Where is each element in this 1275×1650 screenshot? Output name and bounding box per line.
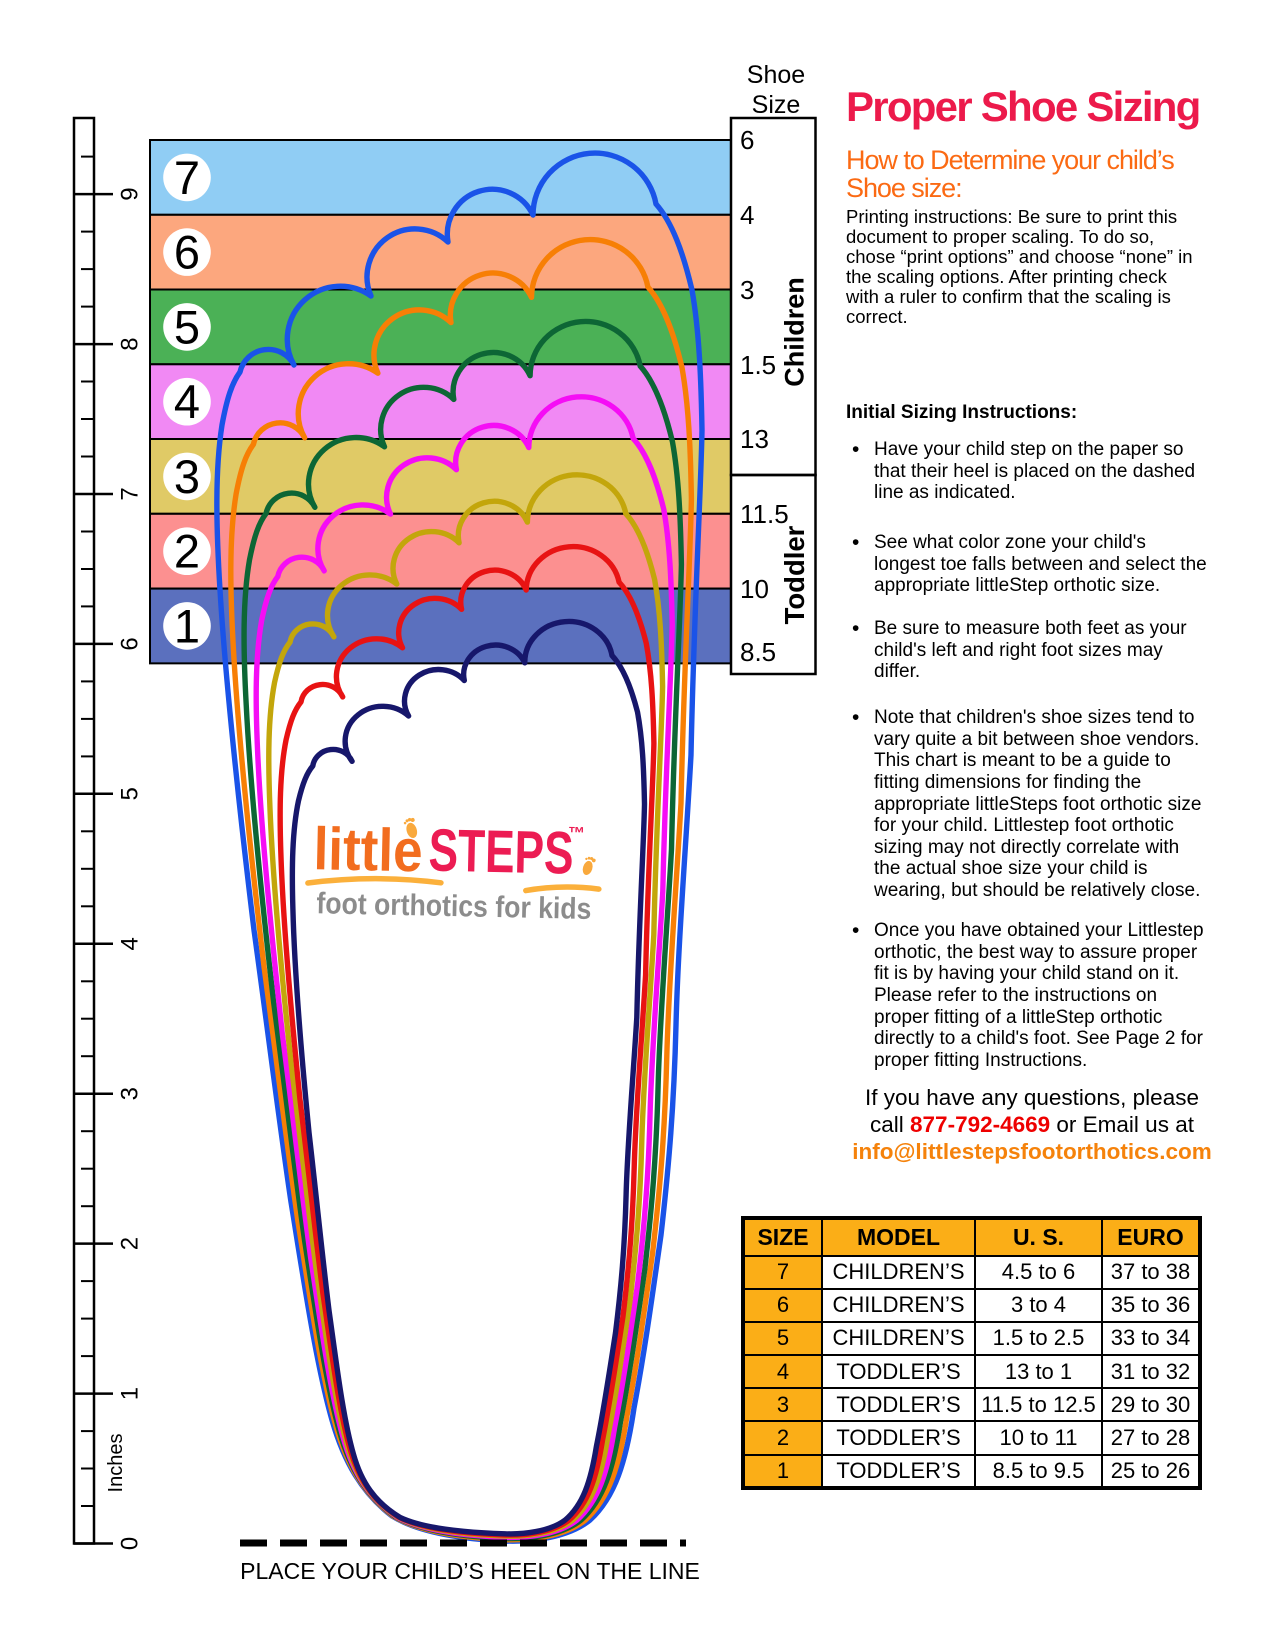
svg-text:4: 4 bbox=[174, 375, 200, 428]
svg-text:2: 2 bbox=[117, 1237, 144, 1250]
svg-text:foot orthotics for kids: foot orthotics for kids bbox=[316, 887, 592, 926]
svg-text:0: 0 bbox=[117, 1537, 144, 1550]
svg-text:6: 6 bbox=[174, 226, 200, 279]
svg-text:5: 5 bbox=[117, 787, 144, 800]
svg-text:7: 7 bbox=[117, 487, 144, 500]
svg-text:6: 6 bbox=[117, 637, 144, 650]
svg-text:7: 7 bbox=[174, 151, 200, 204]
svg-text:4: 4 bbox=[117, 937, 144, 950]
svg-text:3: 3 bbox=[117, 1087, 144, 1100]
svg-text:5: 5 bbox=[174, 300, 200, 353]
svg-text:1: 1 bbox=[174, 599, 200, 652]
svg-text:Inches: Inches bbox=[105, 1434, 127, 1493]
svg-text:2: 2 bbox=[174, 525, 200, 578]
svg-text:9: 9 bbox=[117, 187, 144, 200]
svg-text:little: little bbox=[313, 815, 423, 884]
svg-text:STEPS: STEPS bbox=[428, 817, 574, 887]
svg-text:1: 1 bbox=[117, 1387, 144, 1400]
svg-text:3: 3 bbox=[174, 450, 200, 503]
svg-text:8: 8 bbox=[117, 337, 144, 350]
svg-text:™: ™ bbox=[568, 823, 585, 842]
